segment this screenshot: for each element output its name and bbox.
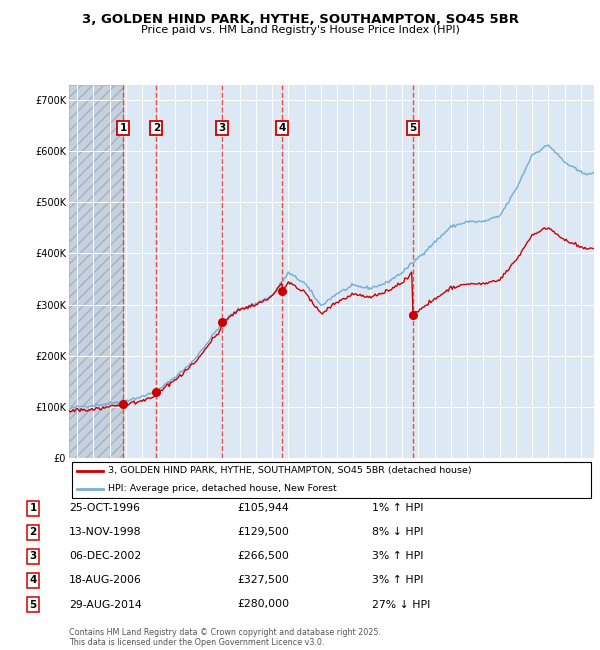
- Text: 18-AUG-2006: 18-AUG-2006: [69, 575, 142, 586]
- Text: 4: 4: [279, 123, 286, 133]
- Text: 1% ↑ HPI: 1% ↑ HPI: [372, 503, 424, 514]
- Text: 3, GOLDEN HIND PARK, HYTHE, SOUTHAMPTON, SO45 5BR: 3, GOLDEN HIND PARK, HYTHE, SOUTHAMPTON,…: [82, 13, 518, 26]
- Text: £129,500: £129,500: [237, 527, 289, 538]
- Text: 3: 3: [218, 123, 226, 133]
- Bar: [69, 84, 123, 458]
- Text: HPI: Average price, detached house, New Forest: HPI: Average price, detached house, New …: [109, 484, 337, 493]
- Text: 5: 5: [29, 599, 37, 610]
- Text: 3% ↑ HPI: 3% ↑ HPI: [372, 551, 424, 562]
- Text: 2: 2: [29, 527, 37, 538]
- Text: £327,500: £327,500: [237, 575, 289, 586]
- Text: 29-AUG-2014: 29-AUG-2014: [69, 599, 142, 610]
- Text: 1: 1: [119, 123, 127, 133]
- Text: 25-OCT-1996: 25-OCT-1996: [69, 503, 140, 514]
- Text: 5: 5: [409, 123, 416, 133]
- Text: 2: 2: [152, 123, 160, 133]
- Text: 13-NOV-1998: 13-NOV-1998: [69, 527, 142, 538]
- Text: £105,944: £105,944: [237, 503, 289, 514]
- Text: Price paid vs. HM Land Registry's House Price Index (HPI): Price paid vs. HM Land Registry's House …: [140, 25, 460, 34]
- Text: 3, GOLDEN HIND PARK, HYTHE, SOUTHAMPTON, SO45 5BR (detached house): 3, GOLDEN HIND PARK, HYTHE, SOUTHAMPTON,…: [109, 466, 472, 475]
- Text: Contains HM Land Registry data © Crown copyright and database right 2025.
This d: Contains HM Land Registry data © Crown c…: [69, 628, 381, 647]
- Text: 3% ↑ HPI: 3% ↑ HPI: [372, 575, 424, 586]
- Text: 8% ↓ HPI: 8% ↓ HPI: [372, 527, 424, 538]
- Text: £280,000: £280,000: [237, 599, 289, 610]
- Text: 3: 3: [29, 551, 37, 562]
- Text: 27% ↓ HPI: 27% ↓ HPI: [372, 599, 430, 610]
- Text: £266,500: £266,500: [237, 551, 289, 562]
- Text: 1: 1: [29, 503, 37, 514]
- Text: 4: 4: [29, 575, 37, 586]
- Text: 06-DEC-2002: 06-DEC-2002: [69, 551, 141, 562]
